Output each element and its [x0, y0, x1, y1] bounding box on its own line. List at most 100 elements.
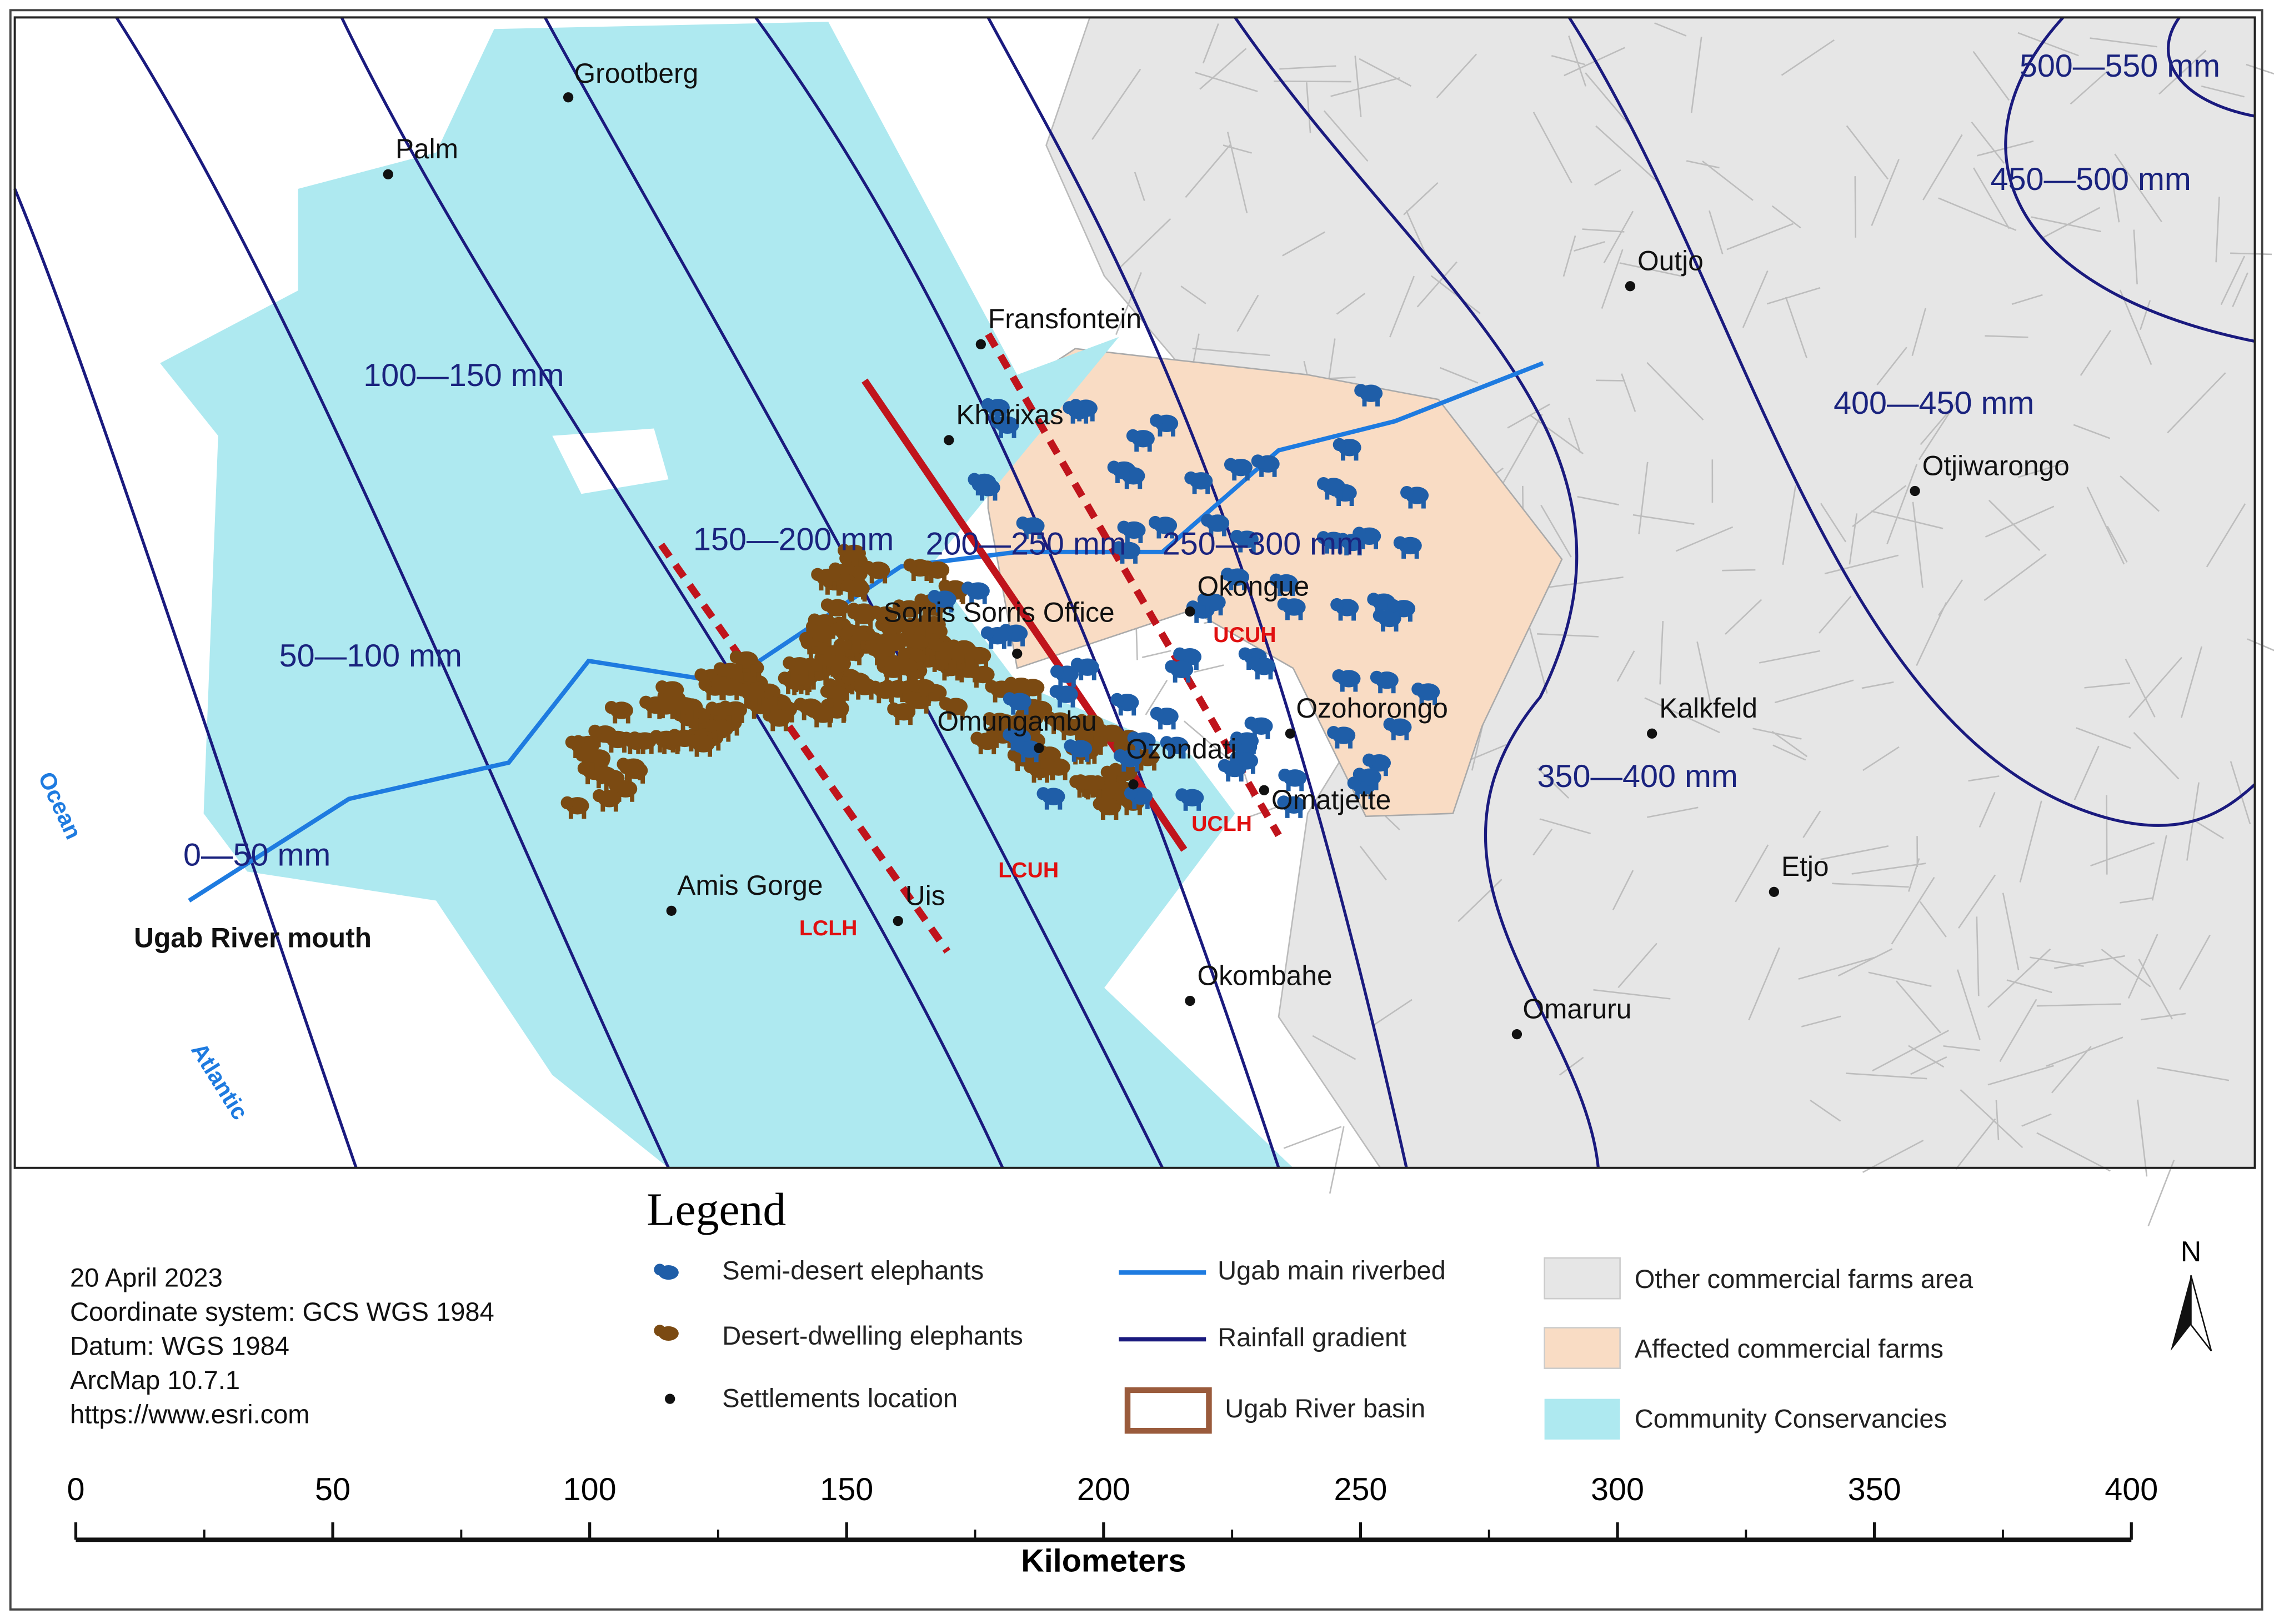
elephant-leg	[1338, 545, 1343, 554]
elephant-head	[654, 731, 668, 745]
elephant-leg	[757, 672, 762, 681]
elephant-head	[1230, 530, 1244, 543]
elephant-leg	[993, 492, 998, 501]
elephant-leg	[1370, 767, 1375, 776]
metadata-line: Coordinate system: GCS WGS 1984	[70, 1297, 494, 1326]
elephant-leg	[1229, 581, 1234, 590]
farm-boundary	[2206, 503, 2246, 568]
legend-swatch	[1544, 1257, 1621, 1300]
metadata-line: https://www.esri.com	[70, 1399, 310, 1428]
elephant-icon	[869, 680, 898, 704]
elephant-icon	[1041, 758, 1070, 780]
rainfall-line	[2004, 16, 2256, 343]
elephant-leg	[1071, 678, 1076, 688]
elephant-leg	[1135, 745, 1140, 754]
elephant-head	[1173, 647, 1186, 661]
elephant-leg	[888, 656, 893, 666]
elephant-leg	[1090, 412, 1095, 422]
elephant-leg	[929, 654, 934, 664]
elephant-leg	[590, 762, 595, 771]
rainfall-label: 200—250 mm	[925, 527, 1126, 562]
elephant-head	[1016, 516, 1030, 530]
elephant-leg	[1158, 428, 1163, 437]
elephant-head	[841, 579, 855, 593]
scale-tick-label: 0	[67, 1472, 84, 1507]
farm-boundary	[1646, 362, 1704, 421]
rainfall-label: 350—400 mm	[1537, 759, 1738, 794]
rainfall-label: 100—150 mm	[363, 358, 564, 393]
elephant-leg	[583, 762, 588, 771]
farm-boundary	[2201, 85, 2245, 98]
elephant-head	[1160, 736, 1174, 749]
elephant-leg	[1044, 800, 1049, 810]
farm-boundary	[2073, 745, 2100, 800]
elephant-leg	[773, 696, 778, 705]
elephant-leg	[770, 722, 775, 731]
elephant-leg	[1252, 730, 1257, 739]
farm-boundary	[1594, 169, 1621, 186]
farm-boundary	[1987, 1065, 2054, 1086]
elephant-icon	[705, 719, 734, 742]
elephant-icon	[705, 701, 734, 724]
elephant-head	[687, 734, 700, 748]
elephant-leg	[1118, 706, 1123, 716]
farm-boundary	[1562, 235, 1576, 277]
farm-boundary	[1675, 526, 1734, 552]
elephant-head	[869, 680, 882, 694]
elephant-leg	[1031, 714, 1036, 723]
elephant-leg	[1255, 670, 1260, 680]
elephant-leg	[1132, 800, 1137, 809]
farm-boundary	[2147, 1159, 2175, 1227]
zone-boundary-dashed	[985, 332, 1282, 838]
farm-boundary	[1895, 980, 1941, 1034]
elephant-leg	[1002, 412, 1007, 421]
elephant-icon	[1150, 414, 1179, 437]
elephant-leg	[877, 619, 882, 628]
elephant-head	[938, 579, 952, 593]
elephant-leg	[1196, 802, 1201, 811]
elephant-leg	[1011, 429, 1016, 438]
farm-boundary	[1568, 36, 1587, 87]
elephant-leg	[811, 680, 816, 690]
farm-boundary	[1876, 347, 1907, 385]
elephant-leg	[657, 710, 662, 719]
elephant-head	[1363, 753, 1376, 767]
elephant-leg	[978, 745, 983, 755]
elephant-icon	[1113, 749, 1142, 772]
elephant-icon	[928, 590, 956, 613]
settlement-dot	[1511, 1029, 1522, 1040]
elephant-leg	[991, 745, 996, 755]
farm-boundary	[1372, 999, 1413, 1027]
elephant-icon	[1400, 486, 1429, 509]
elephant-leg	[989, 487, 994, 496]
elephant-leg	[956, 660, 961, 670]
elephant-icon	[980, 626, 1009, 649]
elephant-icon	[1184, 471, 1213, 494]
elephant-head	[1113, 749, 1127, 763]
farm-boundary	[1283, 1126, 1342, 1149]
rainfall-label: 50—100 mm	[279, 638, 462, 674]
settlement-dot	[1647, 728, 1657, 739]
elephant-leg	[843, 668, 848, 677]
elephant-head	[1106, 780, 1120, 794]
elephant-leg	[883, 574, 888, 584]
elephant-icon	[1353, 768, 1381, 790]
elephant-leg	[1238, 543, 1243, 553]
farm-boundary	[1538, 576, 1624, 590]
elephant-leg	[1070, 415, 1075, 424]
farm-boundary	[2178, 935, 2211, 990]
elephant-head	[1150, 706, 1164, 720]
elephant-head	[654, 1264, 666, 1276]
farm-boundary	[1774, 679, 1854, 704]
elephant-leg	[949, 603, 954, 613]
elephant-leg	[1391, 684, 1396, 694]
elephant-head	[1317, 477, 1330, 490]
farm-boundary	[1886, 464, 1918, 545]
farm-boundary	[2140, 300, 2151, 330]
elephant-leg	[960, 654, 965, 664]
farm-boundary	[1500, 414, 1543, 487]
elephant-leg	[1374, 781, 1379, 790]
farm-boundary	[2006, 979, 2052, 994]
farm-boundary	[2120, 897, 2153, 904]
elephant-icon	[1127, 731, 1156, 754]
